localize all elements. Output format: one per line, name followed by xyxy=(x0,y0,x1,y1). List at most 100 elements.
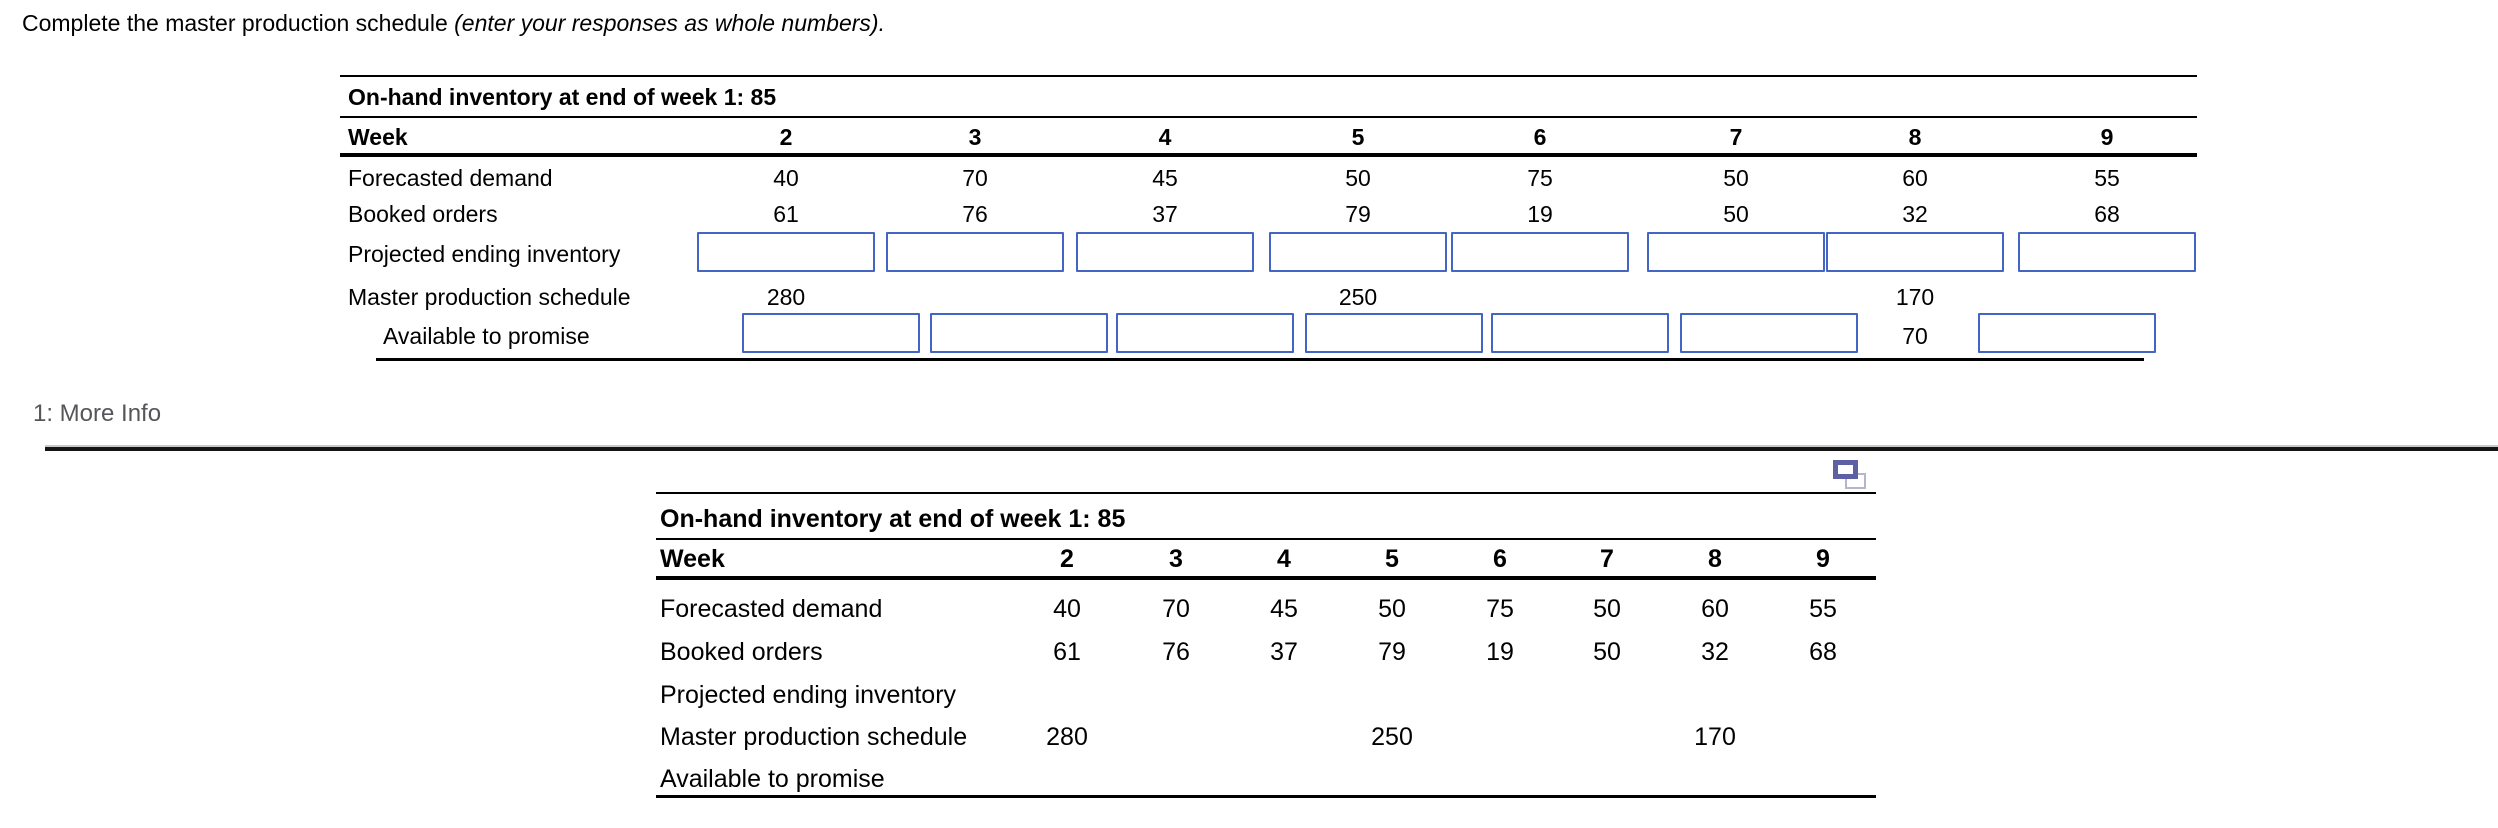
forecasted-w8: 60 xyxy=(1902,165,1928,191)
week-col-2: 2 xyxy=(779,124,793,150)
popup-mps-w5: 250 xyxy=(1371,723,1413,751)
popup-booked-w8: 32 xyxy=(1701,638,1729,666)
popup-forecasted-w4: 45 xyxy=(1270,595,1298,623)
forecasted-demand-label: Forecasted demand xyxy=(348,165,553,191)
atp-input-w9[interactable] xyxy=(1978,313,2156,353)
table-bottom-border xyxy=(376,358,2144,361)
popup-forecasted-w9: 55 xyxy=(1809,595,1837,623)
mps-answer-table: On-hand inventory at end of week 1: 85 W… xyxy=(340,75,2197,365)
popup-booked-w6: 19 xyxy=(1486,638,1514,666)
more-info-table: On-hand inventory at end of week 1: 85 W… xyxy=(656,492,1876,798)
popup-projected-ending-inventory-label: Projected ending inventory xyxy=(660,681,957,709)
pei-input-w9[interactable] xyxy=(2018,232,2196,272)
booked-w7: 50 xyxy=(1723,201,1749,227)
booked-w2: 61 xyxy=(773,201,799,227)
popup-week-row-label: Week xyxy=(660,545,725,573)
pei-input-w2[interactable] xyxy=(697,232,875,272)
popup-booked-w7: 50 xyxy=(1593,638,1621,666)
week-col-5: 5 xyxy=(1351,124,1365,150)
atp-input-w2[interactable] xyxy=(742,313,920,353)
booked-orders-label: Booked orders xyxy=(348,201,498,227)
atp-input-w7[interactable] xyxy=(1680,313,1858,353)
popup-week-col-3: 3 xyxy=(1169,545,1183,573)
pei-input-w6[interactable] xyxy=(1451,232,1629,272)
atp-input-w3[interactable] xyxy=(930,313,1108,353)
popup-mps-w2: 280 xyxy=(1046,723,1088,751)
popup-booked-w3: 76 xyxy=(1162,638,1190,666)
projected-ending-inventory-label: Projected ending inventory xyxy=(348,241,621,267)
popup-booked-w9: 68 xyxy=(1809,638,1837,666)
popup-header-divider xyxy=(656,538,1876,540)
popup-forecasted-w5: 50 xyxy=(1378,595,1406,623)
popup-forecasted-w3: 70 xyxy=(1162,595,1190,623)
booked-w4: 37 xyxy=(1152,201,1178,227)
instruction-note: (enter your responses as whole numbers). xyxy=(454,10,885,36)
more-info-label: 1: More Info xyxy=(33,400,162,427)
popup-week-col-9: 9 xyxy=(1816,545,1830,573)
popup-week-col-6: 6 xyxy=(1493,545,1507,573)
popup-forecasted-demand-label: Forecasted demand xyxy=(660,595,883,623)
week-thick-border xyxy=(340,153,2197,157)
popup-mps-w8: 170 xyxy=(1694,723,1736,751)
popup-booked-w2: 61 xyxy=(1053,638,1081,666)
popup-booked-w4: 37 xyxy=(1270,638,1298,666)
open-popup-window-icon[interactable] xyxy=(1833,460,1869,492)
week-col-6: 6 xyxy=(1533,124,1547,150)
popup-table-top-border xyxy=(656,492,1876,494)
available-to-promise-label: Available to promise xyxy=(383,323,590,349)
popup-booked-w5: 79 xyxy=(1378,638,1406,666)
popup-forecasted-w6: 75 xyxy=(1486,595,1514,623)
week-col-8: 8 xyxy=(1908,124,1922,150)
atp-input-w6[interactable] xyxy=(1491,313,1669,353)
popup-table-bottom-border xyxy=(656,795,1876,798)
pei-input-w7[interactable] xyxy=(1647,232,1825,272)
pei-input-w8[interactable] xyxy=(1826,232,2004,272)
pei-input-w5[interactable] xyxy=(1269,232,1447,272)
mps-w2: 280 xyxy=(766,284,806,310)
mps-w8: 170 xyxy=(1895,284,1935,310)
pei-input-w3[interactable] xyxy=(886,232,1064,272)
on-hand-header: On-hand inventory at end of week 1: 85 xyxy=(348,84,777,110)
forecasted-w3: 70 xyxy=(962,165,988,191)
atp-input-w4[interactable] xyxy=(1116,313,1294,353)
popup-week-col-5: 5 xyxy=(1385,545,1399,573)
popup-forecasted-w7: 50 xyxy=(1593,595,1621,623)
week-row-label: Week xyxy=(348,124,408,150)
booked-w8: 32 xyxy=(1902,201,1928,227)
popup-master-production-schedule-label: Master production schedule xyxy=(660,723,968,751)
forecasted-w9: 55 xyxy=(2094,165,2120,191)
popup-week-col-2: 2 xyxy=(1060,545,1074,573)
booked-w9: 68 xyxy=(2094,201,2120,227)
more-info-divider-highlight xyxy=(45,445,2498,447)
popup-forecasted-w8: 60 xyxy=(1701,595,1729,623)
popup-week-col-4: 4 xyxy=(1277,545,1291,573)
atp-input-w5[interactable] xyxy=(1305,313,1483,353)
booked-w5: 79 xyxy=(1345,201,1371,227)
week-col-9: 9 xyxy=(2100,124,2114,150)
instruction-text: Complete the master production schedule … xyxy=(22,10,885,37)
pei-input-w4[interactable] xyxy=(1076,232,1254,272)
popup-week-col-7: 7 xyxy=(1600,545,1614,573)
forecasted-w5: 50 xyxy=(1345,165,1371,191)
atp-w8-value: 70 xyxy=(1902,323,1928,349)
header-divider xyxy=(340,116,2197,118)
popup-available-to-promise-label: Available to promise xyxy=(660,765,885,793)
popup-icon-front-rect xyxy=(1833,460,1858,479)
forecasted-w4: 45 xyxy=(1152,165,1178,191)
week-col-3: 3 xyxy=(968,124,982,150)
master-production-schedule-label: Master production schedule xyxy=(348,284,631,310)
forecasted-w7: 50 xyxy=(1723,165,1749,191)
popup-forecasted-w2: 40 xyxy=(1053,595,1081,623)
table-top-border xyxy=(340,75,2197,77)
popup-booked-orders-label: Booked orders xyxy=(660,638,823,666)
popup-week-col-8: 8 xyxy=(1708,545,1722,573)
more-info-divider xyxy=(45,447,2498,451)
week-col-7: 7 xyxy=(1729,124,1743,150)
mps-w5: 250 xyxy=(1338,284,1378,310)
forecasted-w2: 40 xyxy=(773,165,799,191)
forecasted-w6: 75 xyxy=(1527,165,1553,191)
booked-w3: 76 xyxy=(962,201,988,227)
booked-w6: 19 xyxy=(1527,201,1553,227)
instruction-main: Complete the master production schedule xyxy=(22,10,455,36)
